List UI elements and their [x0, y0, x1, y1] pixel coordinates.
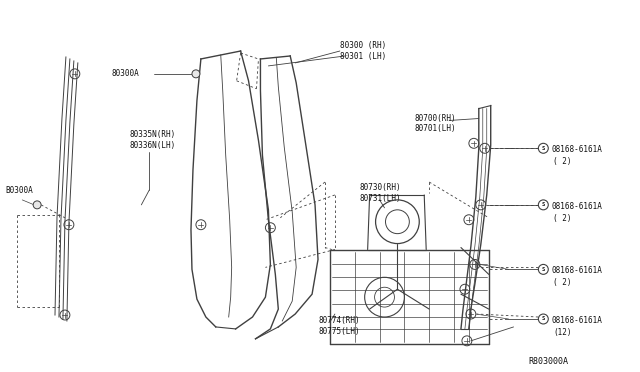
Text: 80731(LH): 80731(LH): [360, 194, 401, 203]
Text: 80301 (LH): 80301 (LH): [340, 52, 386, 61]
Text: ( 2): ( 2): [553, 278, 572, 287]
Text: 80300A: 80300A: [111, 69, 140, 78]
Text: 80300 (RH): 80300 (RH): [340, 41, 386, 50]
Text: 80774(RH): 80774(RH): [318, 316, 360, 325]
Text: S: S: [541, 146, 545, 151]
Text: R803000A: R803000A: [529, 357, 568, 366]
Text: S: S: [541, 202, 545, 207]
Text: 80336N(LH): 80336N(LH): [129, 141, 176, 150]
Circle shape: [192, 70, 200, 78]
Text: 80700(RH): 80700(RH): [414, 113, 456, 122]
Text: ( 2): ( 2): [553, 157, 572, 166]
Text: ( 2): ( 2): [553, 214, 572, 223]
Text: 08168-6161A: 08168-6161A: [551, 266, 602, 275]
Text: (12): (12): [553, 328, 572, 337]
Text: S: S: [541, 317, 545, 321]
Text: 08168-6161A: 08168-6161A: [551, 316, 602, 325]
Text: S: S: [541, 267, 545, 272]
Text: 08168-6161A: 08168-6161A: [551, 202, 602, 211]
Text: 80730(RH): 80730(RH): [360, 183, 401, 192]
Text: 80775(LH): 80775(LH): [318, 327, 360, 336]
Text: B0300A: B0300A: [5, 186, 33, 195]
Text: 08168-6161A: 08168-6161A: [551, 145, 602, 154]
Circle shape: [33, 201, 41, 209]
Text: 80335N(RH): 80335N(RH): [129, 131, 176, 140]
Text: 80701(LH): 80701(LH): [414, 125, 456, 134]
